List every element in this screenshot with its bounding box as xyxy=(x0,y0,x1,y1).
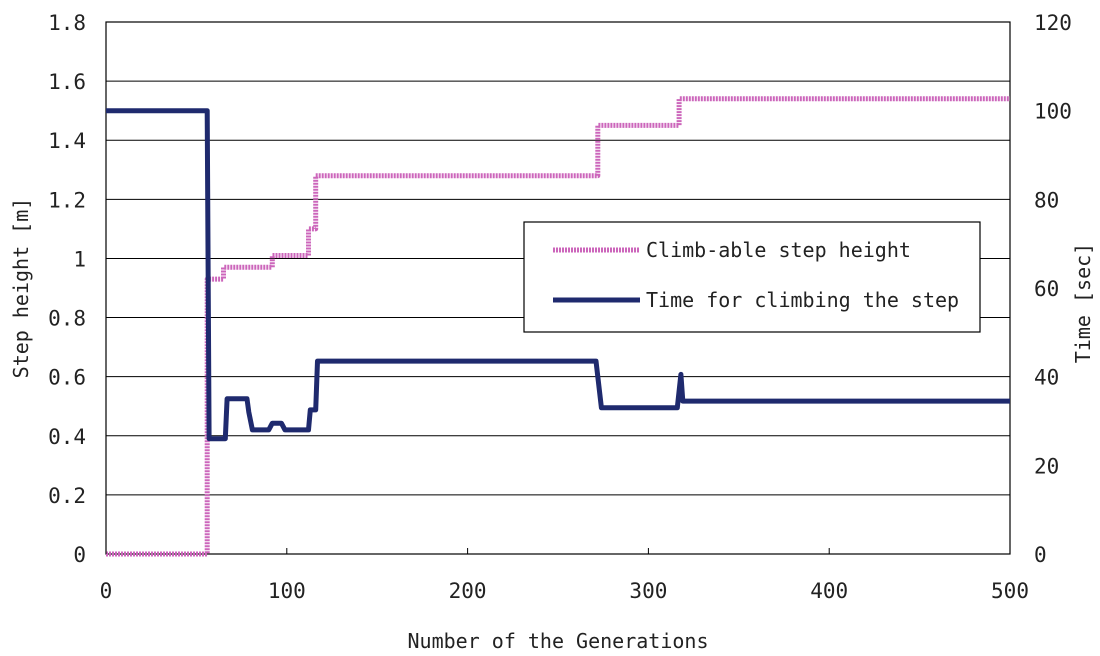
y-left-tick-5: 1 xyxy=(73,247,86,271)
x-tick-2: 200 xyxy=(449,579,487,603)
y-right-axis-title: Time [sec] xyxy=(1071,243,1095,363)
x-tick-1: 100 xyxy=(268,579,306,603)
plot-area xyxy=(105,21,1011,555)
y-left-tick-labels: 0 0.2 0.4 0.6 0.8 1 1.2 1.4 1.6 1.8 xyxy=(48,11,86,567)
y-right-tick-0: 0 xyxy=(1034,543,1047,567)
series-layer xyxy=(106,96,1010,557)
y-left-tick-6: 1.2 xyxy=(48,188,86,212)
y-right-tick-5: 100 xyxy=(1034,100,1072,124)
series-line-1 xyxy=(106,108,1010,442)
y-left-tick-8: 1.6 xyxy=(48,70,86,94)
x-axis-title: Number of the Generations xyxy=(407,629,708,653)
y-left-tick-0: 0 xyxy=(73,543,86,567)
x-tick-4: 400 xyxy=(810,579,848,603)
y-right-tick-4: 80 xyxy=(1034,188,1059,212)
x-tick-0: 0 xyxy=(100,579,113,603)
y-left-tick-7: 1.4 xyxy=(48,129,86,153)
y-right-tick-2: 40 xyxy=(1034,366,1059,390)
legend-label-climbable-step-height: Climb-able step height xyxy=(646,238,911,262)
y-right-tick-6: 120 xyxy=(1034,11,1072,35)
y-left-tick-3: 0.6 xyxy=(48,366,86,390)
y-left-tick-9: 1.8 xyxy=(48,11,86,35)
legend: Climb-able step height Time for climbing… xyxy=(523,221,981,333)
y-right-tick-3: 60 xyxy=(1034,277,1059,301)
legend-label-time-for-climbing: Time for climbing the step xyxy=(646,288,959,312)
series-line-0 xyxy=(106,96,1010,557)
x-tick-3: 300 xyxy=(629,579,667,603)
y-left-tick-1: 0.2 xyxy=(48,484,86,508)
x-tick-5: 500 xyxy=(991,579,1029,603)
y-left-tick-4: 0.8 xyxy=(48,307,86,331)
y-right-tick-1: 20 xyxy=(1034,454,1059,478)
x-tick-labels: 0 100 200 300 400 500 xyxy=(100,548,1029,603)
y-left-tick-2: 0.4 xyxy=(48,425,86,449)
legend-box xyxy=(523,221,981,333)
y-right-tick-labels: 0 20 40 60 80 100 120 xyxy=(1034,11,1072,567)
y-left-axis-title: Step height [m] xyxy=(9,198,33,379)
